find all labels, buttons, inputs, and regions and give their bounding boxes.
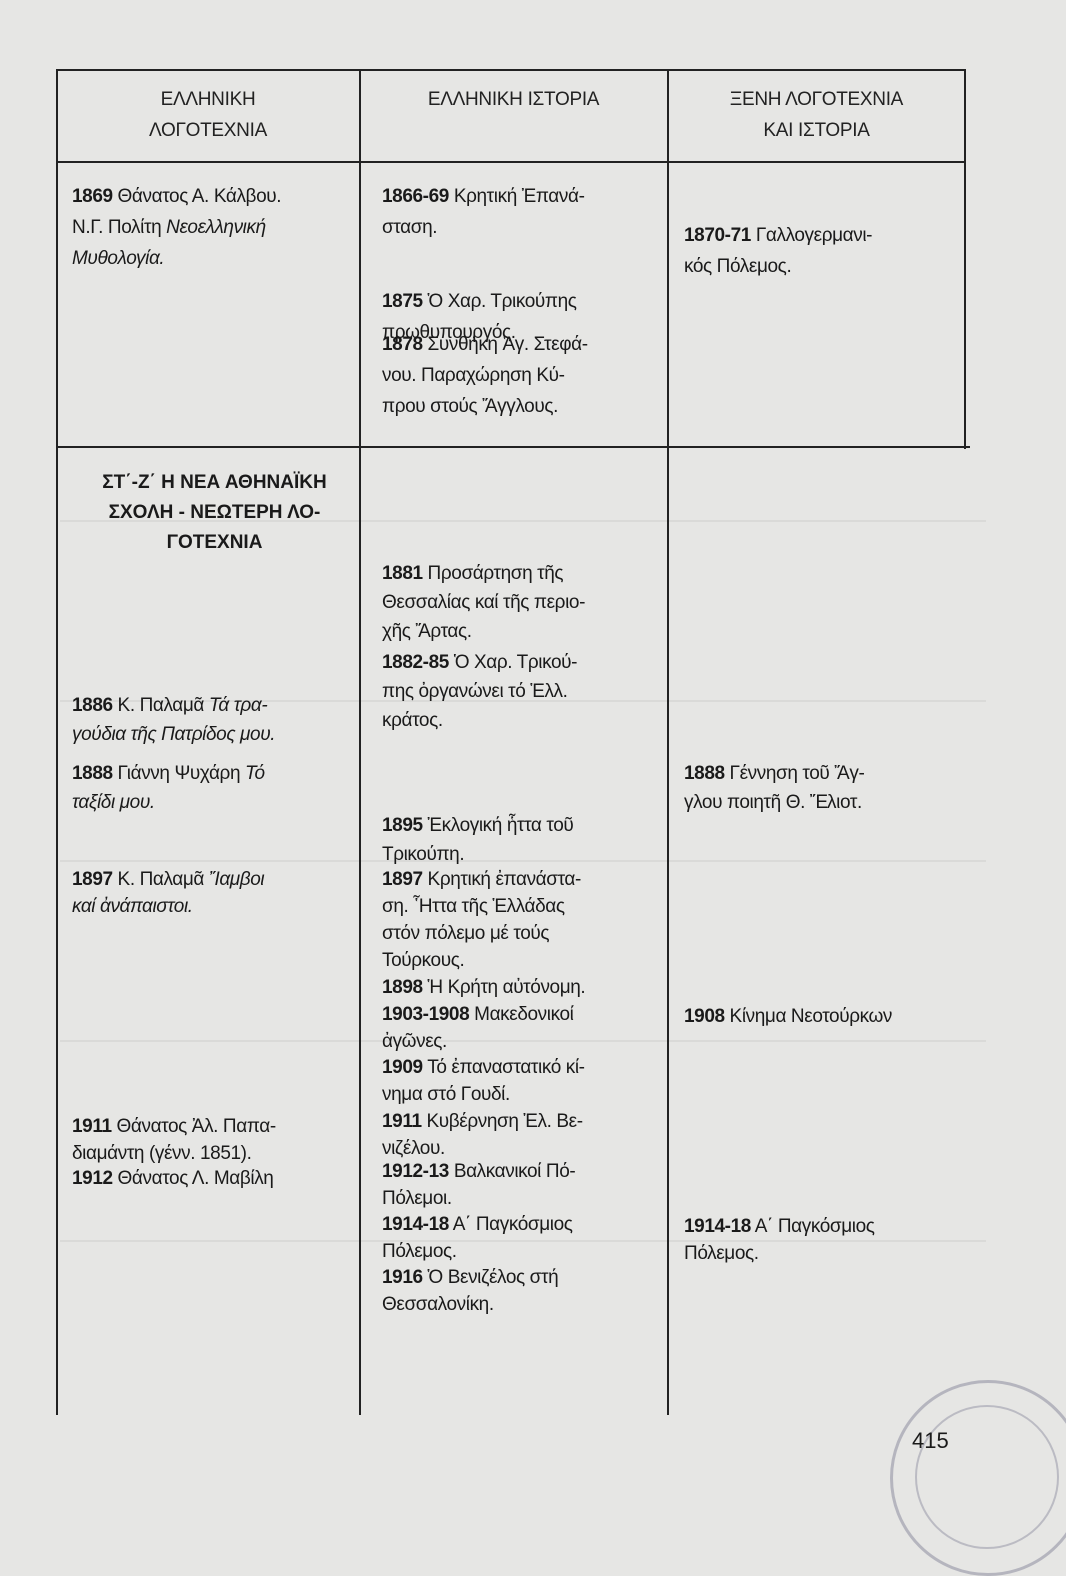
entry-text: Κρητική Ἐπανά- σταση. — [382, 186, 585, 238]
timeline-entry: 1866-69 Κρητική Ἐπανά- σταση. — [382, 181, 650, 243]
entry-year: 1903-1908 — [382, 1004, 470, 1025]
entry-text: Συνθήκη Ἁγ. Στεφά- νου. Παραχώρηση Κύ- π… — [382, 334, 588, 417]
table-border-top — [56, 69, 966, 71]
timeline-entry: 1916 Ὁ Βενιζέλος στή Θεσσαλονίκη. — [382, 1264, 650, 1318]
entry-year: 1911 — [382, 1111, 422, 1132]
header-greek-history: ΕΛΛΗΝΙΚΗ ΙΣΤΟΡΙΑ — [427, 89, 600, 110]
entry-text: Α΄ Παγκόσμιος Πόλεμος. — [382, 1214, 573, 1262]
timeline-entry: 1897 Κ. Παλαμᾶ Ἴαμβοι καί ἀνάπαιστοι. — [72, 866, 357, 920]
entry-year: 1895 — [382, 815, 423, 836]
entry-text: Μακεδονικοί ἀγῶνες. — [382, 1004, 574, 1052]
entry-text: Βαλκανικοί Πό- Πόλεμοι. — [382, 1161, 576, 1209]
entry-year: 1875 — [382, 291, 423, 312]
entry-title: Νεοελληνική Μυθολογία. — [72, 217, 266, 269]
timeline-entry: 1914-18 Α΄ Παγκόσμιος Πόλεμος. — [382, 1211, 650, 1265]
timeline-entry: 1912 Θάνατος Λ. Μαβίλη — [72, 1165, 357, 1192]
bleed-through — [60, 1040, 986, 1042]
entry-year: 1909 — [382, 1057, 423, 1078]
entry-text: Τό ἐπαναστατικό κί- νημα στό Γουδί. — [382, 1057, 585, 1105]
entry-text: Κυβέρνηση Ἐλ. Βε- νιζέλου. — [382, 1111, 583, 1159]
entry-title: Ἴαμβοι καί ἀνάπαιστοι. — [72, 869, 265, 917]
bleed-through — [60, 1240, 986, 1242]
entry-text: Ὁ Χαρ. Τρικού- πης ὀργανώνει τό Ἑλλ. κρά… — [382, 652, 578, 731]
column-divider — [359, 69, 361, 1415]
timeline-entry: 1897 Κρητική ἐπανάστα- ση. Ἧττα τῆς Ἑλλά… — [382, 866, 650, 974]
bleed-through — [60, 700, 986, 702]
timeline-entry: 1914-18 Α΄ Παγκόσμιος Πόλεμος. — [684, 1213, 964, 1267]
entry-year: 1916 — [382, 1267, 423, 1288]
entry-text: Ὁ Βενιζέλος στή Θεσσαλονίκη. — [382, 1267, 559, 1315]
timeline-entry: 1908 Κίνημα Νεοτούρκων — [684, 1003, 964, 1030]
entry-text: Κίνημα Νεοτούρκων — [724, 1006, 893, 1027]
entry-text: Γαλλογερμανι- κός Πόλεμος. — [684, 225, 873, 277]
timeline-entry: 1869 Θάνατος Α. Κάλβου. Ν.Γ. Πολίτη Νεοε… — [72, 181, 357, 274]
entry-text: Ἐκλογική ἧττα τοῦ Τρικούπη. — [382, 815, 574, 865]
column-divider — [667, 69, 669, 1415]
entry-text: Κ. Παλαμᾶ — [112, 695, 209, 716]
entry-year: 1911 — [72, 1116, 112, 1137]
entry-year: 1866-69 — [382, 186, 449, 207]
entry-text: Γιάννη Ψυχάρη — [112, 763, 246, 784]
entry-year: 1878 — [382, 334, 423, 355]
entry-text: Προσάρτηση τῆς Θεσσαλίας καί τῆς περιο- … — [382, 563, 585, 642]
timeline-entry: 1903-1908 Μακεδονικοί ἀγῶνες. — [382, 1001, 650, 1055]
timeline-entry: 1912-13 Βαλκανικοί Πό- Πόλεμοι. — [382, 1158, 650, 1212]
table-border-right — [964, 69, 966, 449]
timeline-entry: 1886 Κ. Παλαμᾶ Τά τρα- γούδια τῆς Πατρίδ… — [72, 691, 357, 749]
entry-title: Τά τρα- γούδια τῆς Πατρίδος μου. — [72, 695, 276, 745]
bleed-through — [60, 860, 986, 862]
timeline-entry: 1895 Ἐκλογική ἧττα τοῦ Τρικούπη. — [382, 811, 650, 869]
entry-text: Κρητική ἐπανάστα- ση. Ἧττα τῆς Ἑλλάδας σ… — [382, 869, 581, 971]
entry-year: 1912-13 — [382, 1161, 449, 1182]
entry-year: 1908 — [684, 1006, 725, 1027]
library-stamp-inner — [915, 1405, 1059, 1549]
entry-year: 1886 — [72, 695, 113, 716]
entry-text: Ὁ Χαρ. Τρικούπης πρωθυπουργός. — [382, 291, 577, 343]
entry-year: 1897 — [382, 869, 423, 890]
row-divider — [56, 446, 970, 448]
timeline-entry: 1878 Συνθήκη Ἁγ. Στεφά- νου. Παραχώρηση … — [382, 329, 650, 422]
entry-text: Α΄ Παγκόσμιος Πόλεμος. — [684, 1216, 875, 1264]
entry-year: 1897 — [72, 869, 113, 890]
header-greek-literature: ΕΛΛΗΝΙΚΗ ΛΟΓΟΤΕΧΝΙΑ — [149, 89, 267, 141]
timeline-entry: 1882-85 Ὁ Χαρ. Τρικού- πης ὀργανώνει τό … — [382, 648, 650, 735]
section-heading: ΣΤ΄-Ζ΄ Η ΝΕΑ ΑΘΗΝΑΪΚΗ ΣΧΟΛΗ - ΝΕΩΤΕΡΗ ΛΟ… — [102, 472, 327, 553]
entry-year: 1869 — [72, 186, 113, 207]
entry-year: 1870-71 — [684, 225, 751, 246]
timeline-entry: 1911 Κυβέρνηση Ἐλ. Βε- νιζέλου. — [382, 1108, 650, 1162]
timeline-entry: 1911 Θάνατος Ἀλ. Παπα- διαμάντη (γένν. 1… — [72, 1113, 357, 1167]
entry-title: Τό ταξίδι μου. — [72, 763, 265, 813]
table-border-left — [56, 69, 58, 1415]
entry-text: Θάνατος Λ. Μαβίλη — [112, 1168, 274, 1189]
bleed-through — [60, 520, 986, 522]
entry-text: Γέννηση τοῦ Ἄγ- γλου ποιητῆ Θ. Ἔλιοτ. — [684, 763, 865, 813]
timeline-entry: 1888 Γέννηση τοῦ Ἄγ- γλου ποιητῆ Θ. Ἔλιο… — [684, 759, 964, 817]
header-divider — [56, 161, 966, 163]
entry-year: 1882-85 — [382, 652, 449, 673]
entry-year: 1914-18 — [382, 1214, 449, 1235]
entry-text: Κ. Παλαμᾶ — [112, 869, 209, 890]
timeline-entry: 1909 Τό ἐπαναστατικό κί- νημα στό Γουδί. — [382, 1054, 650, 1108]
page-number: 415 — [912, 1428, 949, 1453]
entry-text: Θάνατος Ἀλ. Παπα- διαμάντη (γένν. 1851). — [72, 1116, 276, 1164]
entry-text: Θάνατος Α. Κάλβου. Ν.Γ. Πολίτη — [72, 186, 282, 238]
timeline-entry: 1870-71 Γαλλογερμανι- κός Πόλεμος. — [684, 220, 964, 282]
timeline-entry: 1888 Γιάννη Ψυχάρη Τό ταξίδι μου. — [72, 759, 357, 817]
entry-year: 1888 — [72, 763, 113, 784]
entry-text: Ἡ Κρήτη αὐτόνομη. — [422, 977, 586, 998]
entry-year: 1912 — [72, 1168, 113, 1189]
entry-year: 1898 — [382, 977, 423, 998]
timeline-entry: 1898 Ἡ Κρήτη αὐτόνομη. — [382, 974, 650, 1001]
entry-year: 1914-18 — [684, 1216, 751, 1237]
header-foreign-literature-history: ΞΕΝΗ ΛΟΓΟΤΕΧΝΙΑ ΚΑΙ ΙΣΤΟΡΙΑ — [729, 89, 904, 141]
timeline-entry: 1875 Ὁ Χαρ. Τρικούπης πρωθυπουργός. — [382, 286, 650, 348]
timeline-entry: 1881 Προσάρτηση τῆς Θεσσαλίας καί τῆς πε… — [382, 559, 650, 646]
entry-year: 1888 — [684, 763, 725, 784]
entry-year: 1881 — [382, 563, 423, 584]
